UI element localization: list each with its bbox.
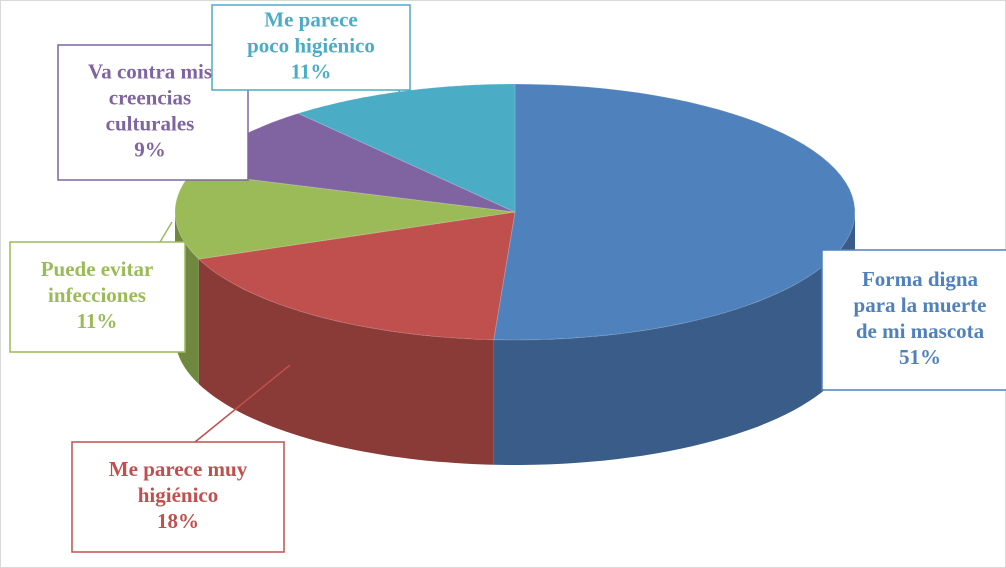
callout-box: [9, 241, 186, 353]
pie-side: [493, 212, 855, 465]
category-label: Puede evitar infecciones: [41, 257, 154, 307]
value-label: 11%: [291, 59, 332, 83]
category-label: Forma digna para la muerte de mi mascota: [854, 267, 987, 343]
callout: Forma digna para la muerte de mi mascota51…: [769, 204, 1006, 391]
value-label: 9%: [134, 137, 166, 161]
value-label: 51%: [899, 345, 941, 369]
value-label: 18%: [157, 509, 199, 533]
leader-line: [769, 204, 823, 253]
category-label: Me parece poco higiénico: [247, 7, 375, 57]
category-label: Va contra mis creencias culturales: [88, 59, 212, 135]
pie-tops: [174, 83, 856, 341]
leader-line: [159, 221, 173, 243]
value-label: 11%: [77, 309, 118, 333]
leader-line: [194, 364, 291, 443]
leader-line: [397, 89, 421, 113]
pie-side: [198, 259, 494, 465]
callout-box: [821, 249, 1006, 391]
pie-slice: [174, 171, 516, 260]
data-labels: Forma digna para la muerte de mi mascota51…: [9, 4, 1006, 553]
pie-slice: [493, 83, 856, 341]
pie-slice: [197, 211, 516, 341]
callout-box: [71, 441, 285, 553]
category-label: Me parece muy higiénico: [109, 457, 248, 507]
callout-box: [211, 4, 411, 91]
